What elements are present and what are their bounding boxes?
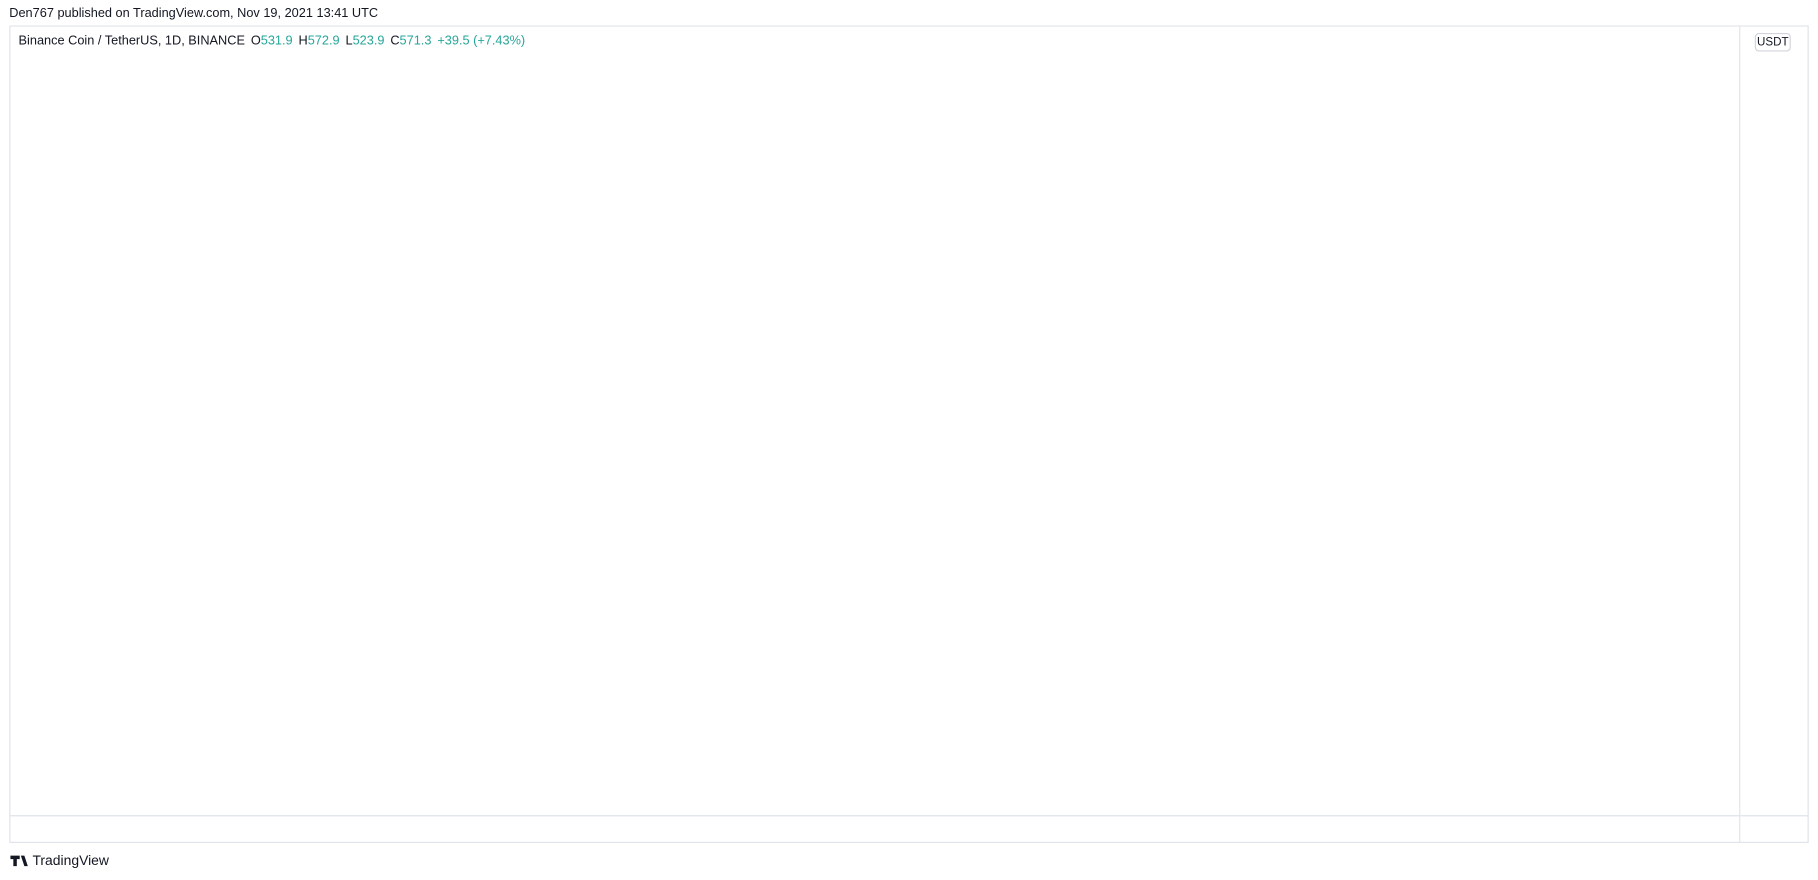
legend: Binance Coin / TetherUS, 1D, BINANCE O53…	[19, 33, 526, 48]
footer-logo: TradingView	[10, 852, 110, 868]
currency-box[interactable]	[1754, 33, 1791, 52]
legend-label: L	[345, 33, 352, 48]
footer: TradingView	[32, 852, 109, 868]
legend-label: O	[251, 33, 261, 48]
legend-value: 523.9	[353, 33, 385, 48]
legend-label: H	[299, 33, 308, 48]
legend-symbol: Binance Coin / TetherUS, 1D, BINANCE	[19, 33, 245, 48]
header: Den767 published on TradingView.com, Nov…	[9, 5, 378, 20]
legend-value: 571.3	[400, 33, 432, 48]
frame	[9, 25, 1809, 843]
legend-value: 572.9	[308, 33, 340, 48]
legend-label: C	[390, 33, 399, 48]
logo	[10, 855, 28, 867]
legend-value: 531.9	[261, 33, 293, 48]
currency[interactable]: USDT	[1757, 36, 1789, 48]
legend-change: +39.5 (+7.43%)	[437, 33, 525, 48]
